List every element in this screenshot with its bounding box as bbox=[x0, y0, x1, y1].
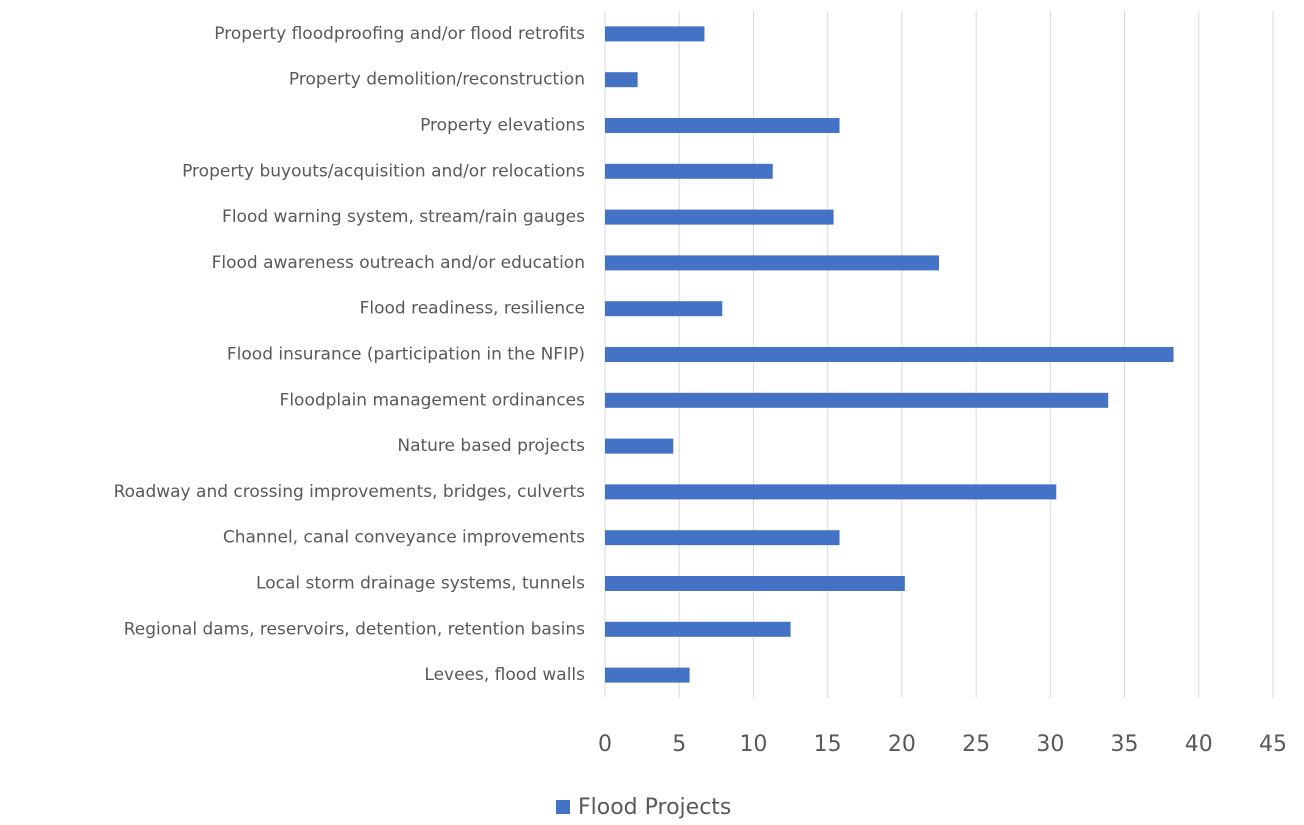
bar bbox=[605, 255, 939, 271]
y-tick-label: Flood readiness, resilience bbox=[360, 299, 585, 319]
y-tick-label: Roadway and crossing improvements, bridg… bbox=[114, 482, 586, 502]
x-tick-label: 25 bbox=[962, 732, 990, 757]
bar bbox=[605, 347, 1174, 362]
y-tick-label: Channel, canal conveyance improvements bbox=[223, 528, 585, 548]
bar bbox=[605, 301, 723, 317]
bar bbox=[605, 530, 840, 546]
y-tick-label: Regional dams, reservoirs, detention, re… bbox=[124, 619, 585, 639]
x-tick-label: 20 bbox=[888, 732, 916, 757]
y-tick-label: Local storm drainage systems, tunnels bbox=[256, 574, 585, 594]
bar bbox=[605, 118, 840, 133]
bar bbox=[605, 438, 674, 454]
y-tick-label: Floodplain management ordinances bbox=[280, 390, 586, 410]
y-tick-label: Property floodproofing and/or flood retr… bbox=[214, 24, 585, 44]
x-tick-label: 45 bbox=[1259, 732, 1287, 757]
legend-swatch bbox=[556, 800, 570, 814]
x-tick-label: 35 bbox=[1111, 732, 1139, 757]
bar bbox=[605, 484, 1057, 500]
x-tick-label: 15 bbox=[814, 732, 842, 757]
bar bbox=[605, 72, 638, 88]
x-tick-label: 40 bbox=[1185, 732, 1213, 757]
y-tick-label: Flood warning system, stream/rain gauges bbox=[222, 207, 585, 227]
bar bbox=[605, 576, 905, 591]
bar bbox=[605, 667, 690, 683]
x-tick-label: 5 bbox=[672, 732, 686, 757]
bar bbox=[605, 163, 773, 179]
bar bbox=[605, 26, 705, 42]
legend-label: Flood Projects bbox=[578, 795, 731, 820]
bar bbox=[605, 209, 834, 225]
y-tick-label: Flood awareness outreach and/or educatio… bbox=[212, 253, 585, 273]
x-tick-label: 30 bbox=[1036, 732, 1064, 757]
y-tick-label: Property buyouts/acquisition and/or relo… bbox=[182, 161, 585, 181]
x-tick-label: 10 bbox=[739, 732, 767, 757]
y-tick-label: Levees, flood walls bbox=[424, 665, 585, 685]
y-tick-label: Flood insurance (participation in the NF… bbox=[227, 345, 585, 365]
bar bbox=[605, 621, 791, 637]
y-tick-label: Property demolition/reconstruction bbox=[289, 70, 585, 90]
y-tick-label: Property elevations bbox=[420, 116, 585, 136]
y-tick-label: Nature based projects bbox=[397, 436, 585, 456]
x-tick-label: 0 bbox=[598, 732, 612, 757]
bar bbox=[605, 392, 1109, 408]
